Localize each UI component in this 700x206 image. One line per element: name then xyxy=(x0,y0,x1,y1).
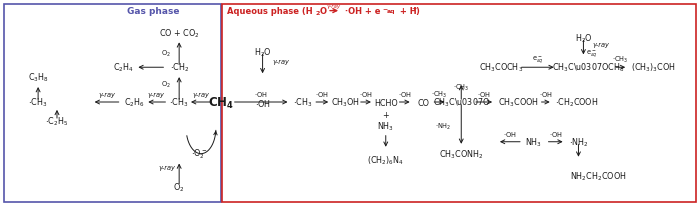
Text: $\cdot$C$_2$H$_5$: $\cdot$C$_2$H$_5$ xyxy=(46,115,69,128)
Bar xyxy=(222,5,696,202)
Text: NH$_3$: NH$_3$ xyxy=(377,120,394,132)
Text: H$_2$O: H$_2$O xyxy=(575,32,592,44)
Text: ·OH + e: ·OH + e xyxy=(342,7,381,16)
Text: CH$_3$COCH$_3$: CH$_3$COCH$_3$ xyxy=(479,62,523,74)
Text: $\cdot$CH$_3$: $\cdot$CH$_3$ xyxy=(169,96,189,109)
Text: $\cdot$NH$_2$: $\cdot$NH$_2$ xyxy=(569,136,588,148)
Text: $\cdot$CH$_3$: $\cdot$CH$_3$ xyxy=(453,83,470,93)
Text: γ-ray: γ-ray xyxy=(193,92,209,98)
Text: CH$_3$OH: CH$_3$OH xyxy=(330,96,360,109)
Text: CH$_3$C\u0307O: CH$_3$C\u0307O xyxy=(433,96,490,109)
Text: O$_2$: O$_2$ xyxy=(174,180,185,193)
Text: $\cdot$OH: $\cdot$OH xyxy=(549,129,562,138)
Text: CH$_3$COOH: CH$_3$COOH xyxy=(498,96,539,109)
Text: $\cdot$OH: $\cdot$OH xyxy=(539,90,552,98)
Text: C$_3$H$_8$: C$_3$H$_8$ xyxy=(28,71,48,84)
Text: γ-ray: γ-ray xyxy=(592,42,609,48)
Text: $\cdot$CH$_2$COOH: $\cdot$CH$_2$COOH xyxy=(555,96,598,109)
Text: aq: aq xyxy=(387,9,395,14)
Text: NH$_3$: NH$_3$ xyxy=(525,136,542,148)
Text: ): ) xyxy=(416,7,419,16)
Text: CH$_3$C\u0307OCH$_3$: CH$_3$C\u0307OCH$_3$ xyxy=(552,62,624,74)
Text: $\cdot$CH$_3$: $\cdot$CH$_3$ xyxy=(612,55,629,65)
Text: NH$_2$CH$_2$COOH: NH$_2$CH$_2$COOH xyxy=(570,169,626,182)
Text: $\cdot$CH$_3$: $\cdot$CH$_3$ xyxy=(431,90,447,100)
Text: $\cdot$CH$_2$: $\cdot$CH$_2$ xyxy=(169,62,189,74)
Text: C$_2$H$_4$: C$_2$H$_4$ xyxy=(113,62,134,74)
Text: $\cdot$OH: $\cdot$OH xyxy=(477,90,491,98)
Text: $\cdot$OH: $\cdot$OH xyxy=(254,90,267,98)
Text: +: + xyxy=(382,111,389,120)
Text: γ-ray: γ-ray xyxy=(159,164,176,170)
Text: $\cdot$NH$_2$: $\cdot$NH$_2$ xyxy=(435,121,452,131)
Text: $\cdot$O$_2^-$: $\cdot$O$_2^-$ xyxy=(191,147,207,161)
Text: γ-ray: γ-ray xyxy=(98,92,115,98)
Text: $\bf{CH_4}$: $\bf{CH_4}$ xyxy=(208,95,234,110)
Text: (CH$_2$)$_6$N$_4$: (CH$_2$)$_6$N$_4$ xyxy=(368,154,404,166)
Text: CO: CO xyxy=(417,98,430,107)
Text: C$_2$H$_6$: C$_2$H$_6$ xyxy=(124,96,145,109)
Text: γ-ray: γ-ray xyxy=(148,92,164,98)
Text: $\cdot$OH: $\cdot$OH xyxy=(359,90,372,98)
Text: γ-ray: γ-ray xyxy=(327,4,341,9)
Text: γ-ray: γ-ray xyxy=(272,59,289,65)
Text: Gas phase: Gas phase xyxy=(127,7,180,16)
Text: O$_2$: O$_2$ xyxy=(162,80,172,90)
Text: −: − xyxy=(383,6,388,11)
Text: $\cdot$OH: $\cdot$OH xyxy=(503,129,517,138)
Text: CO + CO$_2$: CO + CO$_2$ xyxy=(159,27,200,40)
Text: HCHO: HCHO xyxy=(374,98,398,107)
Text: (CH$_3$)$_3$COH: (CH$_3$)$_3$COH xyxy=(631,62,676,74)
Text: e$^-_{aq}$: e$^-_{aq}$ xyxy=(587,49,598,61)
Text: CH$_3$CONH$_2$: CH$_3$CONH$_2$ xyxy=(439,148,484,160)
Bar xyxy=(4,5,221,202)
Text: H$_2$O: H$_2$O xyxy=(253,46,272,58)
Text: $\cdot$CH$_3$: $\cdot$CH$_3$ xyxy=(293,96,312,109)
Text: $\cdot$OH: $\cdot$OH xyxy=(255,97,271,108)
Text: e$^-_{aq}$: e$^-_{aq}$ xyxy=(532,55,544,67)
Text: O: O xyxy=(319,7,326,16)
Text: O$_2$: O$_2$ xyxy=(162,49,172,59)
Text: $\cdot$OH: $\cdot$OH xyxy=(398,90,412,98)
Text: 2: 2 xyxy=(315,11,320,16)
Text: $\cdot$CH$_3$: $\cdot$CH$_3$ xyxy=(29,96,48,109)
Text: +: + xyxy=(412,6,416,11)
Text: Aqueous phase (H: Aqueous phase (H xyxy=(227,7,312,16)
Text: $\cdot$OH: $\cdot$OH xyxy=(316,90,329,98)
Text: + H: + H xyxy=(397,7,416,16)
